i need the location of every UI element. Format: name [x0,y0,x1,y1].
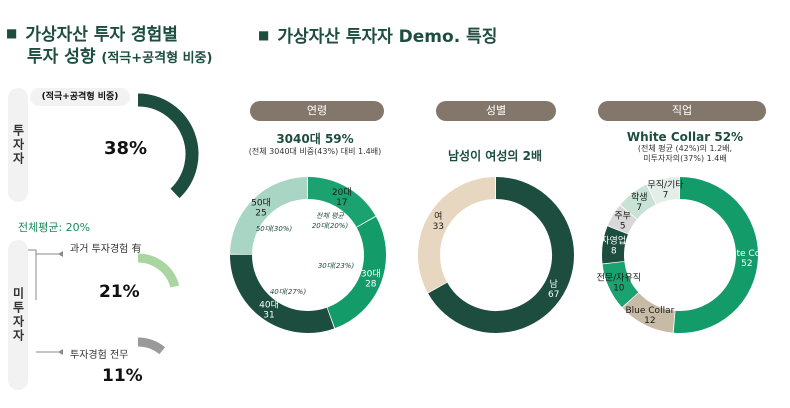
age-inner-note: 20대(20%) [312,222,349,230]
slice-category-label: 20대 [332,187,352,198]
slice-value-label: 17 [336,198,347,208]
slice-category-label: 전문/자유직 [597,272,641,283]
age-inner-note: 전체 평균 [316,212,345,220]
left-title-line2: 투자 성향 [27,47,96,67]
age-inner-note: 40대(27%) [270,288,307,296]
slice-value-label: 12 [644,316,655,326]
metric-pill: (적극+공격형 비중) [30,88,130,106]
slice-value-label: 33 [433,222,444,232]
donut-slice-professional [602,261,639,308]
job-chart-head: White Collar 52% (전체 평균 (42%)의 1.2배, 미투자… [600,130,770,164]
age-inner-note: 50대(30%) [256,225,293,233]
slice-value-label: 52 [741,259,752,269]
right-title-text: 가상자산 투자자 Demo. 특징 [277,27,498,47]
donut-slice-30s [327,216,386,329]
noninvestor-side-bar: 미투자자 [8,240,28,390]
gauges-group [137,93,199,355]
gauge-value-none: 11% [102,366,143,386]
slice-category-label: 학생 [631,192,648,203]
age-chart-head: 3040대 59% (전체 3040대 비중(43%) 대비 1.4배) [230,130,400,157]
donut-slice-40s [229,254,335,333]
donut-slice-male [428,177,574,333]
slice-category-label: 남 [550,279,558,290]
donut-slice-50s [230,177,308,255]
slice-category-label: 자영업 [601,236,626,247]
gauge-label-none: 투자경험 전무 [70,350,129,361]
slice-value-label: 28 [365,280,377,290]
donut-slice-student [620,184,657,220]
slice-value-label: 7 [636,203,642,213]
donut-slice-blue-collar [622,292,676,333]
slice-category-label: White Collar [719,249,774,259]
slice-value-label: 25 [255,208,266,218]
slice-category-label: 여 [434,210,442,222]
gauge-value-past: 21% [99,282,140,302]
donut-slice-self-employed [602,226,629,264]
slice-category-label: 주부 [614,210,631,221]
gender-chart-head: 남성이 여성의 2배 [430,147,560,164]
donut-slice-female [418,177,496,293]
arrow-icon [58,251,63,355]
job-subline1: (전체 평균 (42%)의 1.2배, [637,144,733,153]
investor-side-label: 투자자 [11,124,25,166]
age-headline: 3040대 59% [276,132,354,146]
job-subline2: 미투자자의(37%) 1.4배 [643,154,727,163]
gauge-arc [137,253,180,288]
slice-value-label: 67 [548,290,559,300]
gauge-label-past: 과거 투자경험 有 [70,244,142,255]
bullet-icon: ■ [6,26,18,40]
chart-pill-gender: 성별 [436,101,556,121]
donut-slice-unemployed [647,177,680,205]
donut-slice-homemaker [607,205,637,235]
slice-category-label: 50대 [251,197,271,208]
overall-average: 전체평균: 20% [18,221,91,234]
slice-value-label: 31 [263,310,274,320]
tree-connector [28,249,62,353]
slice-category-label: 30대 [361,269,381,280]
gauge-value-investor: 38% [104,138,148,159]
job-headline: White Collar 52% [626,130,744,144]
slice-value-label: 7 [663,191,669,201]
donut-slice-white-collar [673,177,758,333]
bullet-icon: ■ [258,28,270,42]
slice-category-label: Blue Collar [626,306,675,316]
left-title-line1: 가상자산 투자 경험별 [25,25,178,45]
donut-slice-20s [307,177,376,228]
chart-pill-age: 연령 [250,101,384,121]
slice-value-label: 8 [611,247,617,257]
slice-value-label: 5 [620,221,626,231]
slice-category-label: 무직/기타 [647,180,684,191]
chart-pill-job: 직업 [598,101,766,121]
gauge-arc [137,93,199,199]
slice-category-label: 40대 [259,299,279,310]
age-subline: (전체 3040대 비중(43%) 대비 1.4배) [248,147,382,156]
investor-side-bar: 투자자 [8,88,28,202]
left-title-sub: (적극+공격형 비중) [101,51,213,66]
gauge-arc [137,337,166,355]
noninvestor-side-label: 미투자자 [11,287,25,343]
left-title: ■ 가상자산 투자 경험별 투자 성향 (적극+공격형 비중) [6,22,212,70]
slice-value-label: 10 [613,283,625,293]
right-title: ■ 가상자산 투자자 Demo. 특징 [258,22,497,47]
gender-headline: 남성이 여성의 2배 [448,149,542,163]
age-inner-note: 30대(23%) [318,262,355,270]
